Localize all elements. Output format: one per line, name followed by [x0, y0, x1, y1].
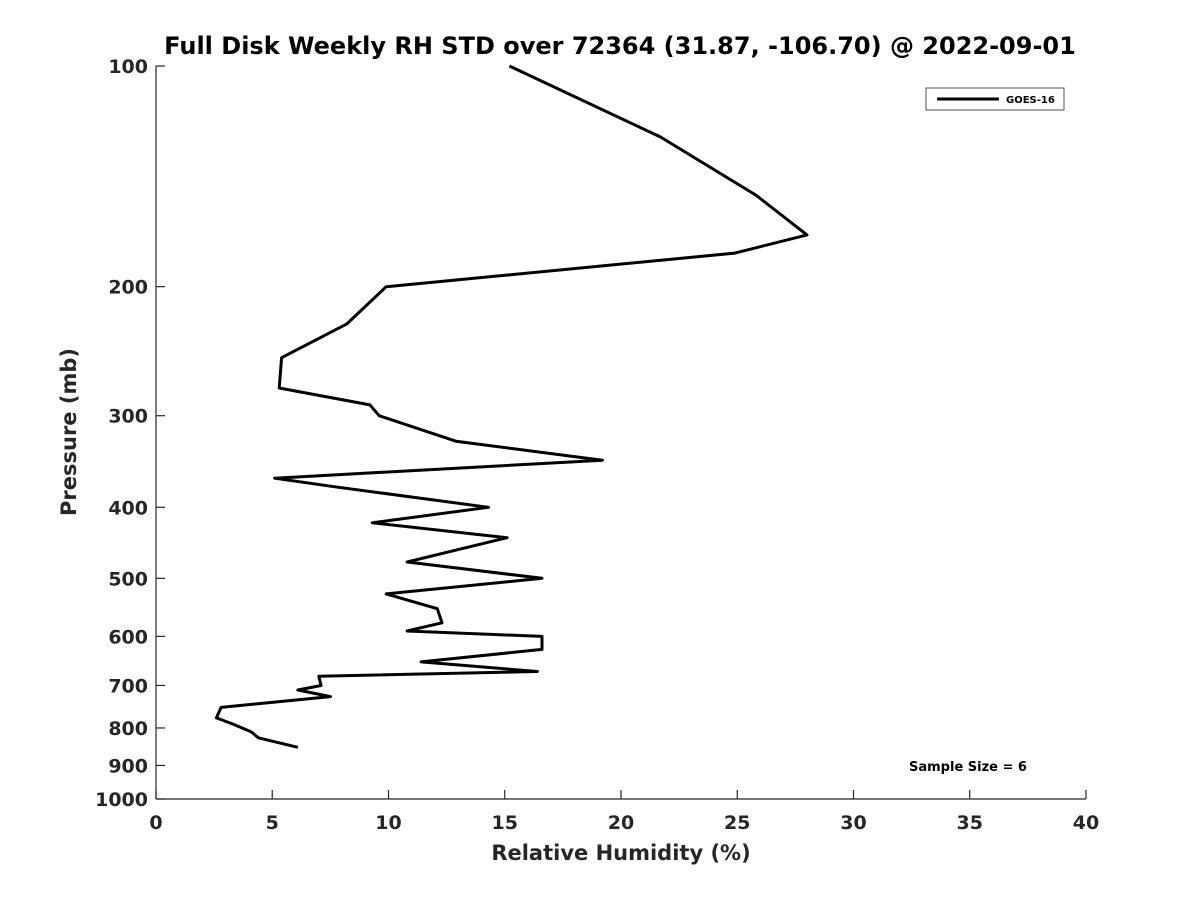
y-tick-label: 600: [108, 626, 148, 648]
x-tick-label: 15: [492, 812, 518, 834]
x-tick-label: 40: [1073, 812, 1099, 834]
x-tick-label: 0: [149, 812, 162, 834]
y-tick-label: 700: [108, 675, 148, 697]
x-tick-label: 25: [724, 812, 750, 834]
x-tick-label: 20: [608, 812, 634, 834]
series-line-goes-16: [214, 64, 809, 749]
x-axis-label: Relative Humidity (%): [491, 841, 750, 865]
x-tick-label: 35: [957, 812, 983, 834]
sample-size-annotation: Sample Size = 6: [909, 760, 1027, 775]
chart-title: Full Disk Weekly RH STD over 72364 (31.8…: [164, 32, 1076, 60]
x-tick-label: 5: [266, 812, 279, 834]
y-tick-label: 500: [108, 568, 148, 590]
y-tick-label: 300: [108, 406, 148, 428]
y-axis-ticks: 100 200 300 400 500 600 700 800 900 1000: [95, 56, 165, 811]
y-tick-label: 800: [108, 718, 148, 740]
legend: GOES-16: [925, 87, 1065, 111]
y-tick-label: 1000: [95, 789, 148, 811]
y-tick-label: 200: [108, 277, 148, 299]
y-tick-label: 900: [108, 755, 148, 777]
y-axis-label: Pressure (mb): [57, 348, 81, 516]
y-tick-label: 400: [108, 497, 148, 519]
plot-area: [156, 66, 1086, 799]
x-tick-label: 10: [375, 812, 401, 834]
series-lines: [214, 64, 809, 749]
y-tick-label: 100: [108, 56, 148, 78]
legend-label-goes-16: GOES-16: [1006, 95, 1055, 106]
x-tick-label: 30: [840, 812, 866, 834]
x-axis-ticks: 0 5 10 15 20 25 30 35 40: [149, 790, 1099, 834]
